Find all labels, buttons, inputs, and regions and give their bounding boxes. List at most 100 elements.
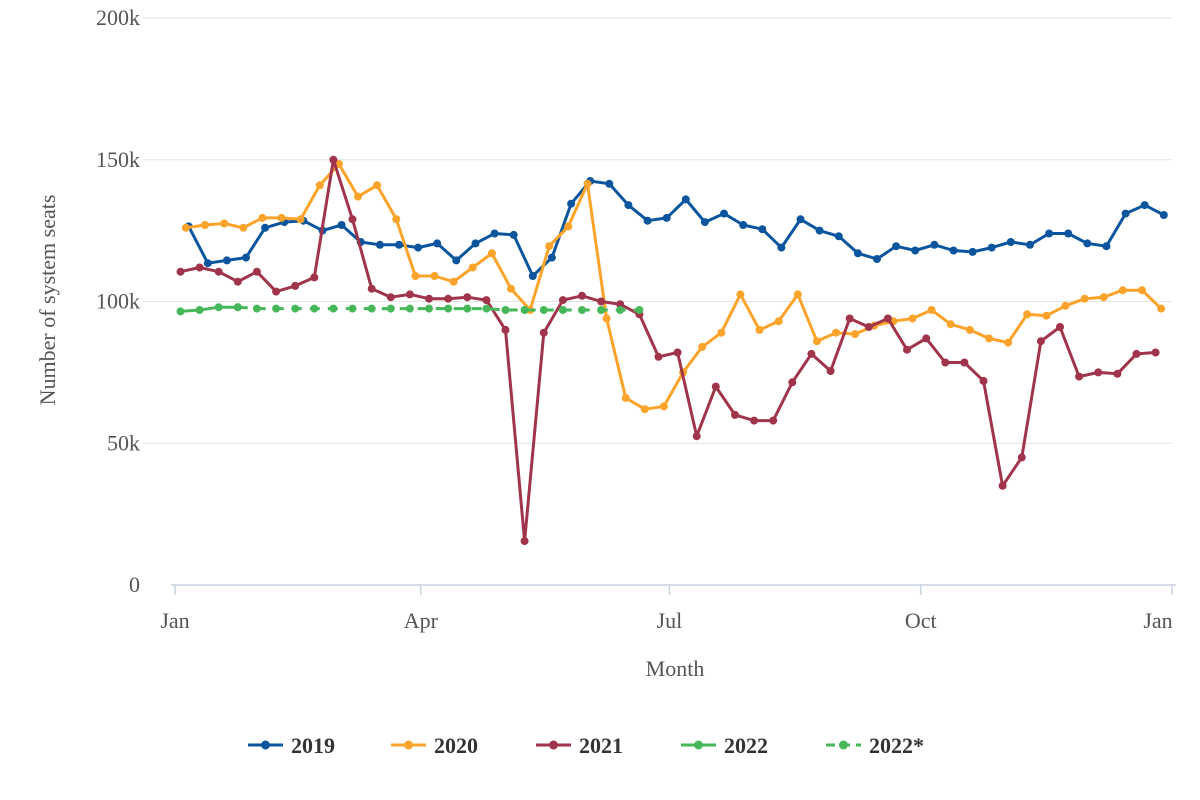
data-point[interactable]: [468, 263, 477, 272]
data-point[interactable]: [558, 306, 567, 314]
data-point[interactable]: [1140, 201, 1149, 210]
data-point[interactable]: [927, 306, 936, 314]
data-point[interactable]: [960, 358, 969, 367]
data-point[interactable]: [826, 367, 835, 375]
data-point[interactable]: [892, 242, 901, 251]
data-point[interactable]: [673, 348, 682, 357]
data-point[interactable]: [181, 223, 190, 232]
data-point[interactable]: [698, 342, 707, 351]
data-point[interactable]: [911, 246, 920, 255]
data-point[interactable]: [692, 432, 701, 441]
data-point[interactable]: [425, 294, 433, 303]
data-point[interactable]: [659, 402, 668, 411]
data-point[interactable]: [315, 181, 324, 190]
data-point[interactable]: [203, 259, 212, 268]
data-point[interactable]: [367, 284, 376, 293]
data-point[interactable]: [233, 277, 242, 286]
data-point[interactable]: [624, 201, 633, 210]
data-point[interactable]: [1094, 368, 1103, 377]
data-point[interactable]: [337, 221, 346, 229]
data-point[interactable]: [405, 304, 414, 313]
data-point[interactable]: [195, 263, 204, 272]
data-point[interactable]: [528, 272, 537, 280]
data-point[interactable]: [578, 291, 586, 300]
data-point[interactable]: [195, 306, 204, 314]
data-point[interactable]: [277, 213, 286, 222]
data-point[interactable]: [1075, 372, 1084, 381]
data-point[interactable]: [545, 242, 554, 251]
data-point[interactable]: [930, 240, 939, 249]
data-point[interactable]: [987, 243, 996, 252]
data-point[interactable]: [1036, 337, 1045, 346]
data-point[interactable]: [520, 537, 529, 546]
data-point[interactable]: [662, 213, 671, 222]
data-point[interactable]: [291, 304, 300, 313]
data-point[interactable]: [739, 221, 748, 229]
data-point[interactable]: [1151, 348, 1160, 357]
data-point[interactable]: [310, 273, 319, 282]
data-point[interactable]: [1080, 294, 1089, 303]
data-point[interactable]: [567, 199, 576, 208]
data-point[interactable]: [1138, 286, 1146, 295]
data-point[interactable]: [720, 209, 728, 218]
data-point[interactable]: [414, 243, 423, 252]
data-point[interactable]: [564, 222, 573, 231]
data-point[interactable]: [258, 213, 267, 222]
data-point[interactable]: [1157, 304, 1166, 313]
data-point[interactable]: [501, 325, 510, 334]
data-point[interactable]: [1004, 338, 1013, 347]
data-point[interactable]: [908, 314, 917, 323]
data-point[interactable]: [214, 303, 223, 312]
data-point[interactable]: [272, 287, 281, 296]
data-point[interactable]: [796, 215, 805, 224]
data-point[interactable]: [807, 349, 816, 358]
data-point[interactable]: [815, 226, 824, 235]
data-point[interactable]: [222, 256, 231, 265]
data-point[interactable]: [602, 314, 611, 323]
data-point[interactable]: [750, 416, 759, 425]
data-point[interactable]: [444, 294, 453, 303]
data-point[interactable]: [252, 304, 261, 313]
data-point[interactable]: [463, 304, 472, 313]
data-point[interactable]: [883, 314, 892, 323]
data-point[interactable]: [1023, 310, 1032, 319]
data-point[interactable]: [845, 314, 854, 323]
data-point[interactable]: [201, 221, 209, 229]
data-point[interactable]: [717, 328, 726, 337]
data-point[interactable]: [220, 219, 229, 228]
data-point[interactable]: [291, 281, 300, 290]
data-point[interactable]: [425, 304, 433, 313]
data-point[interactable]: [176, 307, 185, 316]
data-point[interactable]: [252, 267, 261, 276]
data-point[interactable]: [490, 229, 499, 238]
data-point[interactable]: [405, 290, 414, 299]
data-point[interactable]: [1006, 238, 1015, 246]
data-point[interactable]: [812, 337, 821, 346]
data-point[interactable]: [941, 358, 950, 367]
data-point[interactable]: [329, 304, 338, 313]
data-point[interactable]: [375, 240, 384, 249]
data-point[interactable]: [463, 293, 472, 302]
data-point[interactable]: [788, 378, 797, 387]
data-point[interactable]: [348, 215, 357, 224]
data-point[interactable]: [922, 334, 931, 343]
data-point[interactable]: [711, 382, 720, 391]
data-point[interactable]: [873, 255, 881, 263]
data-point[interactable]: [539, 328, 548, 337]
data-point[interactable]: [1099, 293, 1108, 302]
data-point[interactable]: [864, 323, 873, 331]
data-point[interactable]: [1026, 240, 1034, 249]
data-point[interactable]: [1121, 209, 1130, 218]
legend-item-2020[interactable]: 2020: [391, 733, 478, 758]
data-point[interactable]: [597, 306, 606, 314]
data-point[interactable]: [1056, 323, 1064, 331]
data-point[interactable]: [640, 405, 649, 414]
data-point[interactable]: [949, 246, 958, 255]
data-point[interactable]: [853, 249, 862, 258]
data-point[interactable]: [482, 296, 491, 305]
data-point[interactable]: [777, 243, 786, 252]
data-point[interactable]: [681, 195, 690, 204]
legend-item-2019[interactable]: 2019: [248, 733, 335, 758]
data-point[interactable]: [367, 304, 376, 313]
data-point[interactable]: [348, 304, 357, 313]
